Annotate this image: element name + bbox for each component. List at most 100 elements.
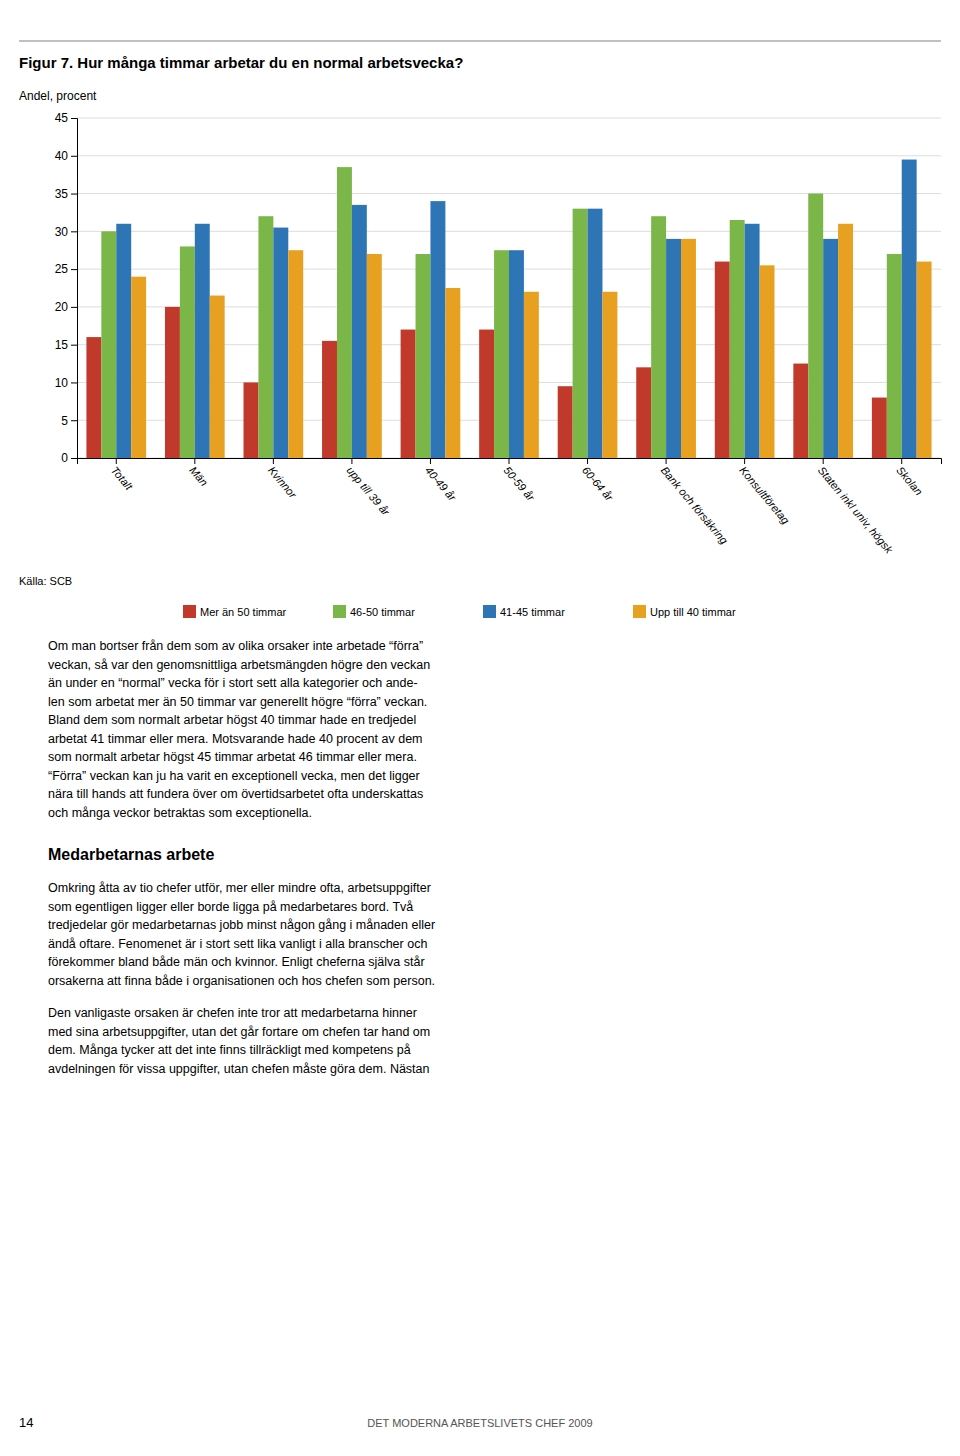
x-tick: 40-49 år bbox=[423, 458, 459, 504]
bar bbox=[288, 250, 303, 458]
legend: Mer än 50 timmar 46-50 timmar 41-45 timmar… bbox=[183, 605, 736, 618]
legend-item: Mer än 50 timmar bbox=[183, 605, 287, 618]
x-tick-mark bbox=[430, 458, 431, 464]
bar bbox=[430, 201, 445, 458]
grid bbox=[77, 118, 941, 458]
y-tick: 5 bbox=[61, 414, 77, 428]
y-tick: 20 bbox=[55, 300, 77, 314]
source: Källa: SCB bbox=[19, 575, 72, 587]
bar bbox=[273, 228, 288, 458]
x-tick-label: 60-64 år bbox=[580, 464, 616, 504]
x-tick-mark bbox=[901, 458, 902, 464]
bar bbox=[180, 246, 195, 458]
bar bbox=[602, 292, 617, 458]
legend-label: 46-50 timmar bbox=[350, 606, 415, 618]
y-tick: 45 bbox=[55, 111, 77, 125]
x-tick-label: Män bbox=[187, 464, 210, 488]
bar bbox=[793, 364, 808, 458]
x-tick: 50-59 år bbox=[502, 458, 538, 504]
y-tick-label: 15 bbox=[55, 338, 69, 352]
x-tick-label: upp till 39 år bbox=[344, 464, 393, 519]
bar bbox=[917, 262, 932, 458]
y-tick-mark bbox=[71, 345, 77, 346]
x-tick: 60-64 år bbox=[580, 458, 616, 504]
x-tick: Skolan bbox=[894, 458, 925, 498]
legend-item: 46-50 timmar bbox=[333, 605, 415, 618]
bars bbox=[86, 160, 931, 458]
x-tick-label: Kvinnor bbox=[266, 464, 300, 501]
bar bbox=[681, 239, 696, 458]
bar bbox=[258, 216, 273, 458]
legend-label: 41-45 timmar bbox=[500, 606, 565, 618]
series-2 bbox=[116, 160, 916, 458]
legend-label: Upp till 40 timmar bbox=[650, 606, 736, 618]
x-tick-label: Staten inkl univ, högsk bbox=[816, 464, 896, 556]
y-tick-label: 30 bbox=[55, 225, 69, 239]
y-tick: 15 bbox=[55, 338, 77, 352]
y-tick: 0 bbox=[61, 451, 77, 465]
x-tick-mark bbox=[587, 458, 588, 464]
bar bbox=[730, 220, 745, 458]
bar bbox=[651, 216, 666, 458]
series-3 bbox=[131, 224, 931, 458]
legend-swatch bbox=[333, 605, 346, 618]
bar bbox=[745, 224, 760, 458]
bar bbox=[872, 398, 887, 458]
y-tick: 40 bbox=[55, 149, 77, 163]
x-tick: upp till 39 år bbox=[344, 458, 393, 519]
bar bbox=[524, 292, 539, 458]
x-tick: Staten inkl univ, högsk bbox=[816, 458, 896, 556]
x-axis: TotaltMänKvinnorupp till 39 år40-49 år50… bbox=[78, 458, 942, 556]
bar bbox=[479, 330, 494, 458]
bar bbox=[322, 341, 337, 458]
y-axis-title: Andel, procent bbox=[19, 89, 97, 103]
bar bbox=[116, 224, 131, 458]
grid-line bbox=[77, 155, 941, 156]
bar bbox=[416, 254, 431, 458]
y-tick: 25 bbox=[55, 262, 77, 276]
separator bbox=[19, 41, 941, 42]
bar bbox=[636, 367, 651, 458]
y-tick-mark bbox=[71, 156, 77, 157]
legend-label: Mer än 50 timmar bbox=[200, 606, 287, 618]
bar bbox=[715, 262, 730, 458]
y-tick-label: 20 bbox=[55, 300, 69, 314]
y-axis-line bbox=[71, 119, 78, 459]
y-tick: 30 bbox=[55, 225, 77, 239]
bar bbox=[101, 231, 116, 458]
x-tick-label: 40-49 år bbox=[423, 464, 459, 504]
y-tick-mark bbox=[71, 458, 77, 459]
x-tick-label: 50-59 år bbox=[502, 464, 538, 504]
x-axis-line bbox=[78, 459, 942, 465]
bar bbox=[509, 250, 524, 458]
x-tick-mark bbox=[509, 458, 510, 464]
footer-page-number: 14 bbox=[19, 1415, 33, 1430]
bar bbox=[367, 254, 382, 458]
y-tick-mark bbox=[71, 231, 77, 232]
y-tick-mark bbox=[71, 118, 77, 119]
bar bbox=[165, 307, 180, 458]
y-tick-mark bbox=[71, 382, 77, 383]
heading: Medarbetarnas arbete bbox=[48, 846, 214, 863]
legend-swatch bbox=[633, 605, 646, 618]
y-tick-label: 45 bbox=[55, 111, 69, 125]
bar bbox=[588, 209, 603, 458]
x-tick-mark bbox=[116, 458, 117, 464]
legend-swatch bbox=[183, 605, 196, 618]
bar bbox=[131, 277, 146, 458]
x-tick: Män bbox=[187, 458, 210, 488]
x-tick-mark bbox=[194, 458, 195, 464]
y-tick-mark bbox=[71, 194, 77, 195]
y-axis: 051015202530354045 bbox=[55, 111, 78, 465]
x-tick-mark bbox=[351, 458, 352, 464]
bar bbox=[808, 194, 823, 458]
bar bbox=[337, 167, 352, 458]
x-tick: Bank och försäkring bbox=[659, 458, 731, 547]
bar bbox=[445, 288, 460, 458]
bar bbox=[86, 337, 101, 458]
bar bbox=[823, 239, 838, 458]
bar bbox=[666, 239, 681, 458]
y-tick-mark bbox=[71, 269, 77, 270]
y-tick-label: 0 bbox=[61, 451, 68, 465]
x-tick-mark bbox=[666, 458, 667, 464]
